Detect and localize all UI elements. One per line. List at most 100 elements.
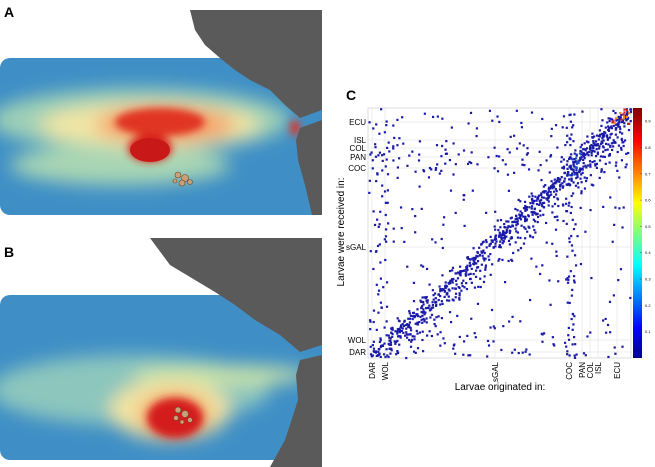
matrix-dot [500, 238, 503, 241]
matrix-dot [620, 113, 623, 116]
matrix-dot [386, 354, 389, 357]
matrix-dot [549, 154, 553, 157]
matrix-dot [590, 183, 593, 186]
matrix-dot [589, 209, 592, 212]
matrix-dot [580, 167, 583, 170]
matrix-dot [576, 182, 580, 185]
matrix-dot [584, 164, 587, 167]
matrix-dot [422, 303, 425, 306]
matrix-dot [509, 225, 512, 228]
matrix-dot [590, 149, 593, 152]
matrix-dot [407, 325, 410, 328]
matrix-dot [372, 127, 375, 130]
matrix-dot [508, 231, 511, 234]
matrix-dot [600, 108, 603, 111]
matrix-dot [371, 159, 374, 162]
matrix-dot [569, 166, 573, 169]
x-site-label: sGAL [491, 361, 500, 382]
matrix-dot [473, 332, 476, 335]
matrix-dot [568, 184, 572, 187]
matrix-dot [507, 225, 510, 228]
matrix-dot [565, 210, 569, 213]
matrix-dot [534, 195, 537, 198]
matrix-dot [609, 145, 612, 148]
matrix-dot [414, 351, 417, 354]
matrix-dot [436, 333, 439, 336]
matrix-dot [573, 113, 576, 116]
matrix-dot [474, 262, 477, 265]
matrix-dot [470, 267, 473, 271]
matrix-dot [572, 336, 576, 339]
matrix-dot [504, 226, 507, 229]
matrix-dot [571, 126, 574, 129]
matrix-dot [377, 289, 381, 292]
matrix-dot [570, 153, 573, 156]
matrix-dot [554, 193, 558, 196]
matrix-dot [610, 118, 614, 121]
matrix-dot [430, 168, 433, 171]
matrix-dot [579, 149, 582, 153]
matrix-dot [567, 182, 570, 185]
matrix-dot [519, 320, 522, 323]
matrix-dot [552, 182, 555, 185]
matrix-dot [566, 255, 569, 258]
matrix-dot [377, 350, 380, 353]
matrix-dot [411, 315, 415, 318]
matrix-dot [452, 277, 455, 281]
matrix-dot [448, 311, 452, 314]
matrix-dot [385, 348, 388, 351]
matrix-dot [381, 154, 384, 157]
matrix-dot [421, 330, 424, 333]
matrix-dot [523, 164, 526, 167]
matrix-dot [620, 146, 623, 150]
matrix-dot [428, 283, 431, 286]
matrix-dot [383, 326, 386, 329]
matrix-dot [614, 164, 618, 167]
matrix-dot [411, 335, 414, 338]
y-site-label: ISL [354, 136, 367, 145]
matrix-dot [619, 117, 622, 120]
matrix-dot [396, 339, 399, 342]
matrix-dot [422, 265, 425, 268]
matrix-dot [440, 237, 443, 241]
matrix-dot [396, 176, 399, 179]
matrix-dot [623, 139, 627, 142]
matrix-dot [522, 215, 525, 218]
matrix-dot [565, 126, 568, 129]
matrix-dot [551, 211, 554, 214]
matrix-dot [440, 300, 443, 303]
matrix-dot [516, 220, 519, 223]
matrix-dot [547, 200, 550, 203]
matrix-dot [603, 155, 606, 159]
matrix-dot [384, 235, 388, 238]
matrix-dot [369, 250, 372, 253]
matrix-dot [577, 161, 580, 164]
matrix-dot [515, 109, 518, 112]
matrix-dot [433, 322, 436, 326]
matrix-dot [476, 266, 480, 269]
matrix-dot [463, 286, 466, 289]
matrix-dot [579, 146, 582, 149]
matrix-dot [612, 139, 615, 142]
matrix-dot [386, 189, 389, 192]
matrix-dot [549, 193, 553, 196]
matrix-dot [550, 185, 553, 189]
matrix-dot [568, 137, 571, 140]
matrix-dot [612, 120, 615, 123]
matrix-dot [623, 125, 626, 128]
matrix-dot [602, 155, 605, 158]
matrix-dot [596, 143, 599, 146]
matrix-dot [579, 177, 582, 180]
matrix-dot [620, 137, 623, 141]
matrix-dot [528, 298, 532, 302]
matrix-dot [629, 119, 632, 123]
matrix-dot [582, 165, 585, 168]
matrix-dot [592, 139, 595, 143]
matrix-dot [580, 156, 583, 159]
matrix-dot [385, 320, 388, 323]
matrix-dot [413, 316, 416, 319]
matrix-dot [543, 332, 546, 335]
matrix-dot [516, 209, 519, 212]
matrix-dot [575, 154, 578, 157]
matrix-dot [557, 204, 560, 208]
